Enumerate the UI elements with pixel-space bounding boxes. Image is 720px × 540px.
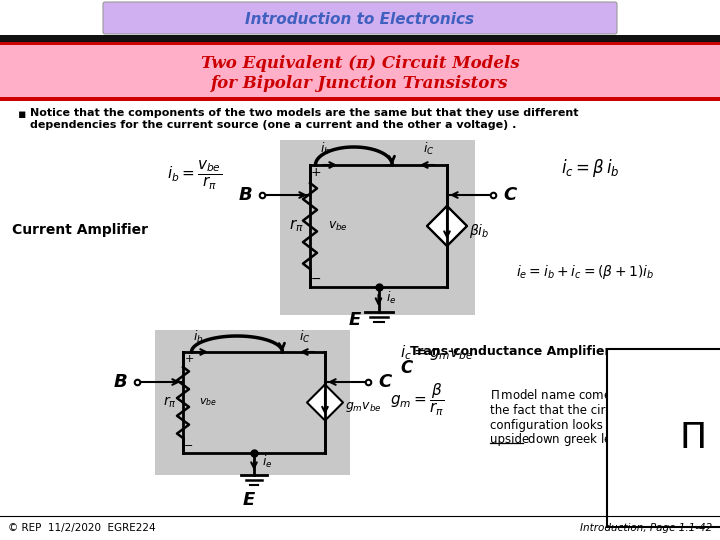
Text: E: E <box>243 491 255 509</box>
Bar <box>0 42 720 45</box>
Text: −: − <box>311 273 321 286</box>
Text: the fact that the circuit: the fact that the circuit <box>490 403 627 416</box>
Text: for Bipolar Junction Transistors: for Bipolar Junction Transistors <box>211 75 509 91</box>
Text: $i_b$: $i_b$ <box>193 329 203 345</box>
Text: $i_e$: $i_e$ <box>387 290 397 306</box>
Text: configuration looks like an: configuration looks like an <box>490 418 646 431</box>
Text: dependencies for the current source (one a current and the other a voltage) .: dependencies for the current source (one… <box>30 120 516 130</box>
Text: $r_\pi$: $r_\pi$ <box>289 218 303 234</box>
Text: $\Pi\!$ model name comes from: $\Pi\!$ model name comes from <box>490 388 649 402</box>
Text: © REP  11/2/2020  EGRE224: © REP 11/2/2020 EGRE224 <box>8 523 156 533</box>
Text: $i_e = i_b + i_c = (\beta + 1)i_b$: $i_e = i_b + i_c = (\beta + 1)i_b$ <box>516 263 654 281</box>
Text: E: E <box>348 311 361 329</box>
Text: $i_C$: $i_C$ <box>300 329 311 345</box>
Text: ▪: ▪ <box>18 108 27 121</box>
Text: +: + <box>184 354 194 364</box>
Bar <box>155 330 350 475</box>
Text: +: + <box>311 166 321 179</box>
Text: $g_m v_{be}$: $g_m v_{be}$ <box>345 401 382 415</box>
Bar <box>0 35 720 42</box>
Polygon shape <box>307 384 343 421</box>
Text: Introduction, Page 1.1-42: Introduction, Page 1.1-42 <box>580 523 712 533</box>
Text: C: C <box>400 359 413 377</box>
Text: B: B <box>113 373 127 391</box>
Text: Two Equivalent (π) Circuit Models: Two Equivalent (π) Circuit Models <box>201 55 519 71</box>
Text: $v_{be}$: $v_{be}$ <box>199 396 217 408</box>
Text: Introduction to Electronics: Introduction to Electronics <box>246 11 474 26</box>
Text: Π: Π <box>680 421 706 455</box>
FancyBboxPatch shape <box>103 2 617 34</box>
Text: B: B <box>238 186 252 204</box>
Text: $i_b = \dfrac{v_{be}}{r_\pi}$: $i_b = \dfrac{v_{be}}{r_\pi}$ <box>168 158 222 192</box>
Text: $\beta i_b$: $\beta i_b$ <box>469 222 490 240</box>
Polygon shape <box>427 206 467 246</box>
Text: down greek letter $\pi$: down greek letter $\pi$ <box>524 431 645 449</box>
Bar <box>0 97 720 101</box>
Text: Notice that the components of the two models are the same but that they use diff: Notice that the components of the two mo… <box>30 108 578 118</box>
Bar <box>280 140 475 315</box>
Text: C: C <box>378 373 391 391</box>
Bar <box>0 45 720 97</box>
Text: $i_c = g_m v_{be}$: $i_c = g_m v_{be}$ <box>400 342 474 361</box>
Text: $g_m = \dfrac{\beta}{r_\pi}$: $g_m = \dfrac{\beta}{r_\pi}$ <box>390 382 444 418</box>
Text: $r_\pi$: $r_\pi$ <box>163 395 177 410</box>
Text: $i_c = \beta\, i_b$: $i_c = \beta\, i_b$ <box>561 157 619 179</box>
Text: Current Amplifier: Current Amplifier <box>12 223 148 237</box>
Text: −: − <box>184 441 194 451</box>
Text: $i_e$: $i_e$ <box>262 454 272 470</box>
Text: $v_{be}$: $v_{be}$ <box>328 219 348 233</box>
Text: $i_b$: $i_b$ <box>320 141 330 157</box>
Text: $i_C$: $i_C$ <box>423 141 435 157</box>
Text: Trans-conductance Amplifier: Trans-conductance Amplifier <box>410 346 611 359</box>
Text: upside: upside <box>490 434 529 447</box>
Text: C: C <box>503 186 516 204</box>
